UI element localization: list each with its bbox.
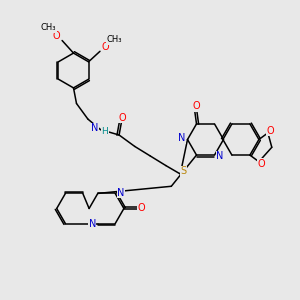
Text: N: N [88,219,96,229]
Text: O: O [137,203,145,213]
Text: CH₃: CH₃ [41,23,56,32]
Text: N: N [178,133,186,143]
Text: S: S [180,166,186,176]
Text: O: O [257,159,265,169]
Text: O: O [53,31,61,41]
Text: O: O [101,42,109,52]
Text: N: N [117,188,124,198]
Text: N: N [216,151,224,161]
Text: O: O [192,101,200,111]
Text: O: O [266,126,274,136]
Text: H: H [101,128,108,136]
Text: N: N [91,123,98,134]
Text: CH₃: CH₃ [106,35,122,44]
Text: O: O [118,112,126,123]
